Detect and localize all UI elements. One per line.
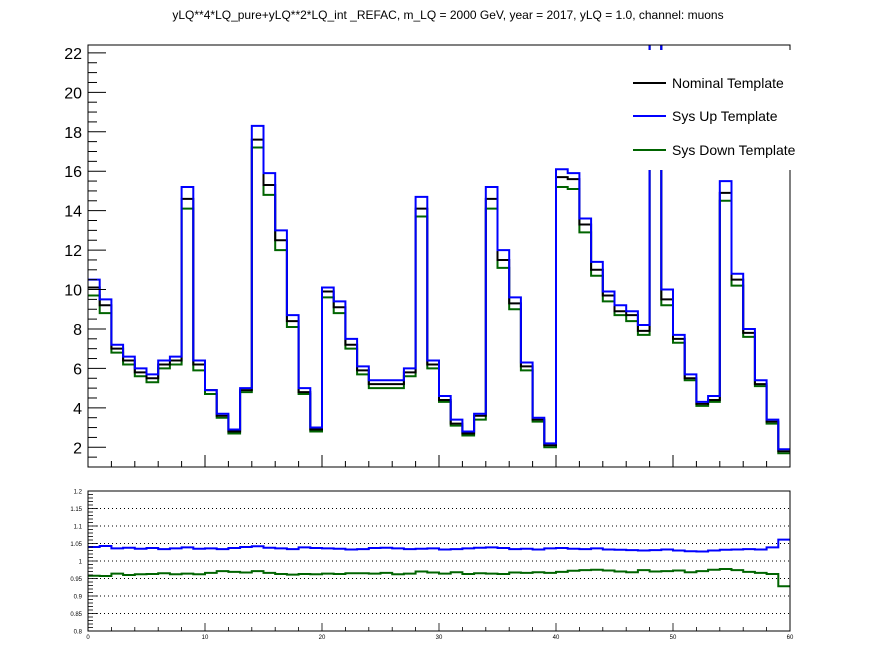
ratio-x-tick-label: 10 <box>202 635 209 641</box>
ratio-y-tick-label: 1.2 <box>74 490 83 496</box>
y-tick-label: 12 <box>64 243 82 260</box>
ratio-down-line <box>88 568 790 588</box>
ratio-y-tick-label: 0.8 <box>74 630 83 636</box>
y-tick-label: 10 <box>64 283 82 300</box>
ratio-y-tick-label: 0.95 <box>70 577 82 583</box>
y-tick-label: 2 <box>73 440 82 457</box>
ratio-x-tick-label: 0 <box>86 635 90 641</box>
ratio-y-tick-label: 1 <box>79 560 83 566</box>
y-tick-label: 16 <box>64 164 82 181</box>
legend-label-1: Sys Up Template <box>672 108 778 124</box>
y-tick-label: 22 <box>64 46 82 63</box>
ratio-up-line <box>88 538 790 553</box>
ratio-x-tick-label: 30 <box>436 635 443 641</box>
sys-up-template-line <box>88 45 790 451</box>
ratio-x-tick-label: 20 <box>319 635 326 641</box>
ratio-x-tick-label: 60 <box>787 635 794 641</box>
ratio-y-tick-label: 1.05 <box>70 542 82 548</box>
chart-title: yLQ**4*LQ_pure+yLQ**2*LQ_int _REFAC, m_L… <box>172 8 724 22</box>
ratio-x-tick-label: 40 <box>553 635 560 641</box>
ratio-y-tick-label: 1.1 <box>74 525 83 531</box>
ratio-x-tick-label: 50 <box>670 635 677 641</box>
y-tick-label: 20 <box>64 85 82 102</box>
legend-label-2: Sys Down Template <box>672 142 796 158</box>
y-tick-label: 4 <box>73 401 82 418</box>
ratio-y-tick-label: 0.85 <box>70 612 82 618</box>
ratio-y-tick-label: 0.9 <box>74 595 83 601</box>
y-tick-label: 14 <box>64 204 82 221</box>
y-tick-label: 8 <box>73 322 82 339</box>
y-tick-label: 6 <box>73 361 82 378</box>
legend-label-0: Nominal Template <box>672 75 784 91</box>
ratio-y-tick-label: 1.15 <box>70 507 82 513</box>
y-tick-label: 18 <box>64 125 82 142</box>
